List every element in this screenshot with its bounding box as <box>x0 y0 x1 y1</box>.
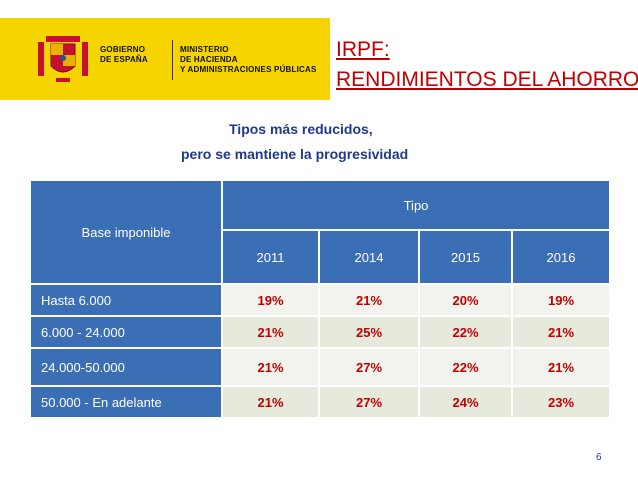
row-label: Hasta 6.000 <box>29 283 223 317</box>
rate-cell: 21% <box>511 315 611 349</box>
gov-line-2: DE ESPAÑA <box>100 55 148 64</box>
slide-title-line-2: RENDIMIENTOS DEL AHORRO <box>336 68 638 91</box>
rate-cell: 21% <box>221 347 320 387</box>
rate-cell: 27% <box>318 385 420 419</box>
row-label: 6.000 - 24.000 <box>29 315 223 349</box>
rate-cell: 21% <box>221 385 320 419</box>
table-row: Hasta 6.000 19% 21% 20% 19% <box>29 283 611 317</box>
table-row: 50.000 - En adelante 21% 27% 24% 23% <box>29 385 611 419</box>
rate-cell: 22% <box>418 347 513 387</box>
logo-divider <box>172 40 173 80</box>
base-imponible-header: Base imponible <box>29 179 223 285</box>
rate-cell: 21% <box>511 347 611 387</box>
rate-cell: 23% <box>511 385 611 419</box>
table-row: 6.000 - 24.000 21% 25% 22% 21% <box>29 315 611 349</box>
year-header: 2014 <box>318 229 420 285</box>
rate-cell: 24% <box>418 385 513 419</box>
tax-rate-table: Base imponible Tipo 2011 2014 2015 2016 … <box>29 179 611 419</box>
rate-cell: 19% <box>511 283 611 317</box>
table-row: 24.000-50.000 21% 27% 22% 21% <box>29 347 611 387</box>
gov-line-1: GOBIERNO <box>100 45 146 54</box>
subtitle-line-2: pero se mantiene la progresividad <box>181 146 409 162</box>
ministry-line-1: MINISTERIO <box>180 45 229 54</box>
rate-cell: 25% <box>318 315 420 349</box>
ministry-line-3: Y ADMINISTRACIONES PÚBLICAS <box>180 65 317 74</box>
rate-cell: 21% <box>318 283 420 317</box>
subtitle-line-1: Tipos más reducidos, <box>229 121 373 137</box>
slide-title-line-1: IRPF: <box>336 38 390 61</box>
rate-cell: 21% <box>221 315 320 349</box>
rate-cell: 27% <box>318 347 420 387</box>
rate-cell: 22% <box>418 315 513 349</box>
year-header: 2016 <box>511 229 611 285</box>
rate-cell: 20% <box>418 283 513 317</box>
coat-of-arms-icon <box>38 36 88 82</box>
government-label: GOBIERNO DE ESPAÑA <box>100 45 148 65</box>
year-header: 2011 <box>221 229 320 285</box>
ministry-line-2: DE HACIENDA <box>180 55 238 64</box>
page-number: 6 <box>596 452 602 463</box>
tipo-header: Tipo <box>221 179 611 231</box>
ministry-label: MINISTERIO DE HACIENDA Y ADMINISTRACIONE… <box>180 45 317 75</box>
row-label: 24.000-50.000 <box>29 347 223 387</box>
year-header: 2015 <box>418 229 513 285</box>
rate-cell: 19% <box>221 283 320 317</box>
row-label: 50.000 - En adelante <box>29 385 223 419</box>
